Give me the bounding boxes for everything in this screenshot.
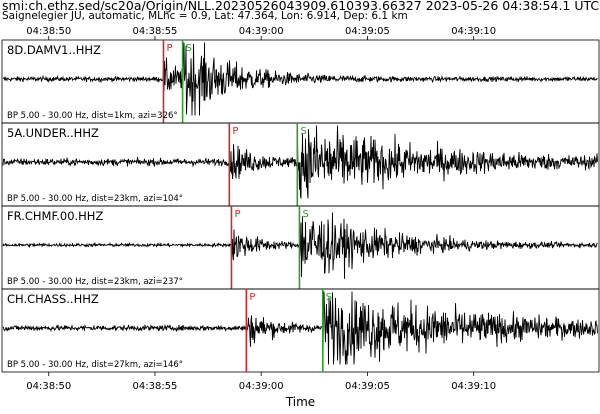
x-tick-label-bottom: 04:38:55 [133, 381, 178, 392]
plot-subtitle: Saignelegier JU, automatic, MLhc = 0.9, … [2, 10, 408, 22]
p-pick-label: P [249, 292, 255, 303]
station-label: FR.CHMF.00.HHZ [7, 209, 103, 223]
p-pick-label: P [166, 43, 172, 54]
panel-frame [1, 288, 600, 373]
station-label: 5A.UNDER..HHZ [7, 126, 99, 140]
filter-info-label: BP 5.00 - 30.00 Hz, dist=23km, azi=104° [7, 194, 183, 204]
filter-info-label: BP 5.00 - 30.00 Hz, dist=23km, azi=237° [7, 277, 183, 287]
filter-info-label: BP 5.00 - 30.00 Hz, dist=1km, azi=326° [7, 111, 178, 121]
station-label: CH.CHASS..HHZ [7, 292, 99, 306]
x-tick-label-bottom: 04:39:10 [451, 381, 496, 392]
trace-panel [1, 288, 600, 373]
waveform-trace [2, 291, 598, 365]
x-tick-label-bottom: 04:38:50 [26, 381, 71, 392]
x-tick-label-top: 04:38:55 [133, 26, 178, 37]
waveform-trace [2, 212, 598, 279]
x-tick-label-top: 04:39:10 [451, 26, 496, 37]
s-pick-label: S [300, 126, 306, 137]
x-tick-label-bottom: 04:39:00 [239, 381, 284, 392]
x-axis-label: Time [285, 395, 315, 409]
x-tick-label-top: 04:38:50 [26, 26, 71, 37]
station-label: 8D.DAMV1..HHZ [7, 43, 101, 57]
p-pick-label: P [232, 126, 238, 137]
x-tick-label-top: 04:39:00 [239, 26, 284, 37]
p-pick-label: P [234, 209, 240, 220]
s-pick-label: S [186, 43, 192, 54]
waveform-trace [2, 42, 598, 116]
x-tick-label-top: 04:39:05 [345, 26, 390, 37]
s-pick-label: S [326, 292, 332, 303]
plot-title: smi:ch.ethz.sed/sc20a/Origin/NLL.2023052… [2, 0, 600, 13]
s-pick-label: S [302, 209, 308, 220]
x-tick-label-bottom: 04:39:05 [345, 381, 390, 392]
waveform-trace [2, 125, 598, 199]
filter-info-label: BP 5.00 - 30.00 Hz, dist=27km, azi=146° [7, 360, 183, 370]
